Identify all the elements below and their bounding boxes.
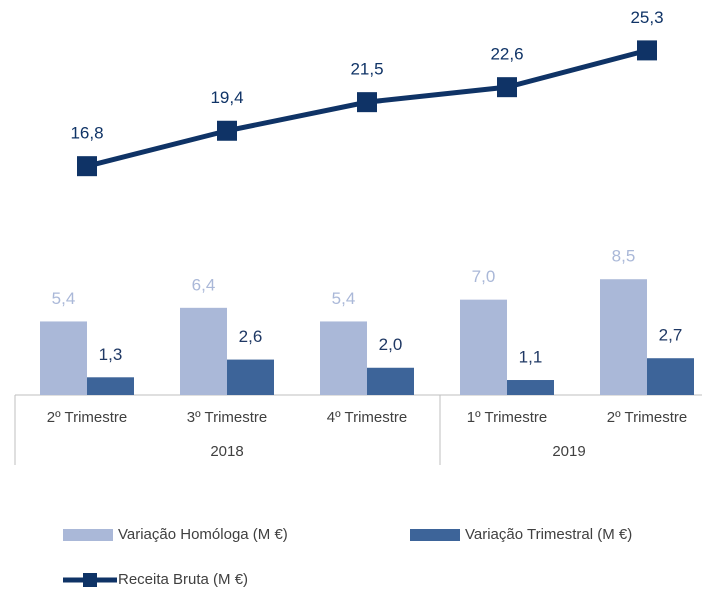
line-value-label: 19,4 xyxy=(210,88,243,107)
bar-value-label: 5,4 xyxy=(52,289,76,308)
x-tick-label: 1º Trimestre xyxy=(467,409,548,426)
line-value-label: 22,6 xyxy=(490,45,523,64)
bar-value-label: 8,5 xyxy=(612,247,636,266)
group-label: 2019 xyxy=(552,443,585,460)
bar xyxy=(460,299,507,395)
bar-value-label: 2,0 xyxy=(379,335,403,354)
line-marker xyxy=(217,120,237,141)
line-marker xyxy=(77,156,97,177)
bar-value-label: 2,6 xyxy=(239,327,263,346)
bar xyxy=(367,367,414,395)
line-marker xyxy=(357,92,377,113)
bar xyxy=(600,279,647,395)
x-tick-label: 4º Trimestre xyxy=(327,409,408,426)
legend-swatch xyxy=(63,529,113,541)
line-value-label: 25,3 xyxy=(630,8,663,27)
bar-value-label: 1,3 xyxy=(99,345,123,364)
bar-value-label: 7,0 xyxy=(472,267,496,286)
bar-value-label: 5,4 xyxy=(332,289,356,308)
bar xyxy=(87,377,134,395)
group-label: 2018 xyxy=(210,443,243,460)
bar-value-label: 1,1 xyxy=(519,348,543,367)
x-tick-label: 2º Trimestre xyxy=(607,409,688,426)
x-tick-label: 2º Trimestre xyxy=(47,409,128,426)
legend-label: Receita Bruta (M €) xyxy=(118,571,248,588)
line-value-label: 16,8 xyxy=(70,124,103,143)
legend-label: Variação Trimestral (M €) xyxy=(465,526,632,543)
bar xyxy=(227,359,274,395)
line-marker xyxy=(497,77,517,98)
bar xyxy=(507,380,554,395)
bar-value-label: 2,7 xyxy=(659,326,683,345)
legend-swatch xyxy=(83,573,97,587)
legend-swatch xyxy=(410,529,460,541)
bar-value-label: 6,4 xyxy=(192,275,216,294)
bar xyxy=(180,307,227,395)
line-marker xyxy=(637,40,657,61)
x-tick-label: 3º Trimestre xyxy=(187,409,268,426)
bar xyxy=(647,358,694,395)
bar xyxy=(40,321,87,395)
bar xyxy=(320,321,367,395)
line-value-label: 21,5 xyxy=(350,60,383,79)
legend-label: Variação Homóloga (M €) xyxy=(118,526,288,543)
